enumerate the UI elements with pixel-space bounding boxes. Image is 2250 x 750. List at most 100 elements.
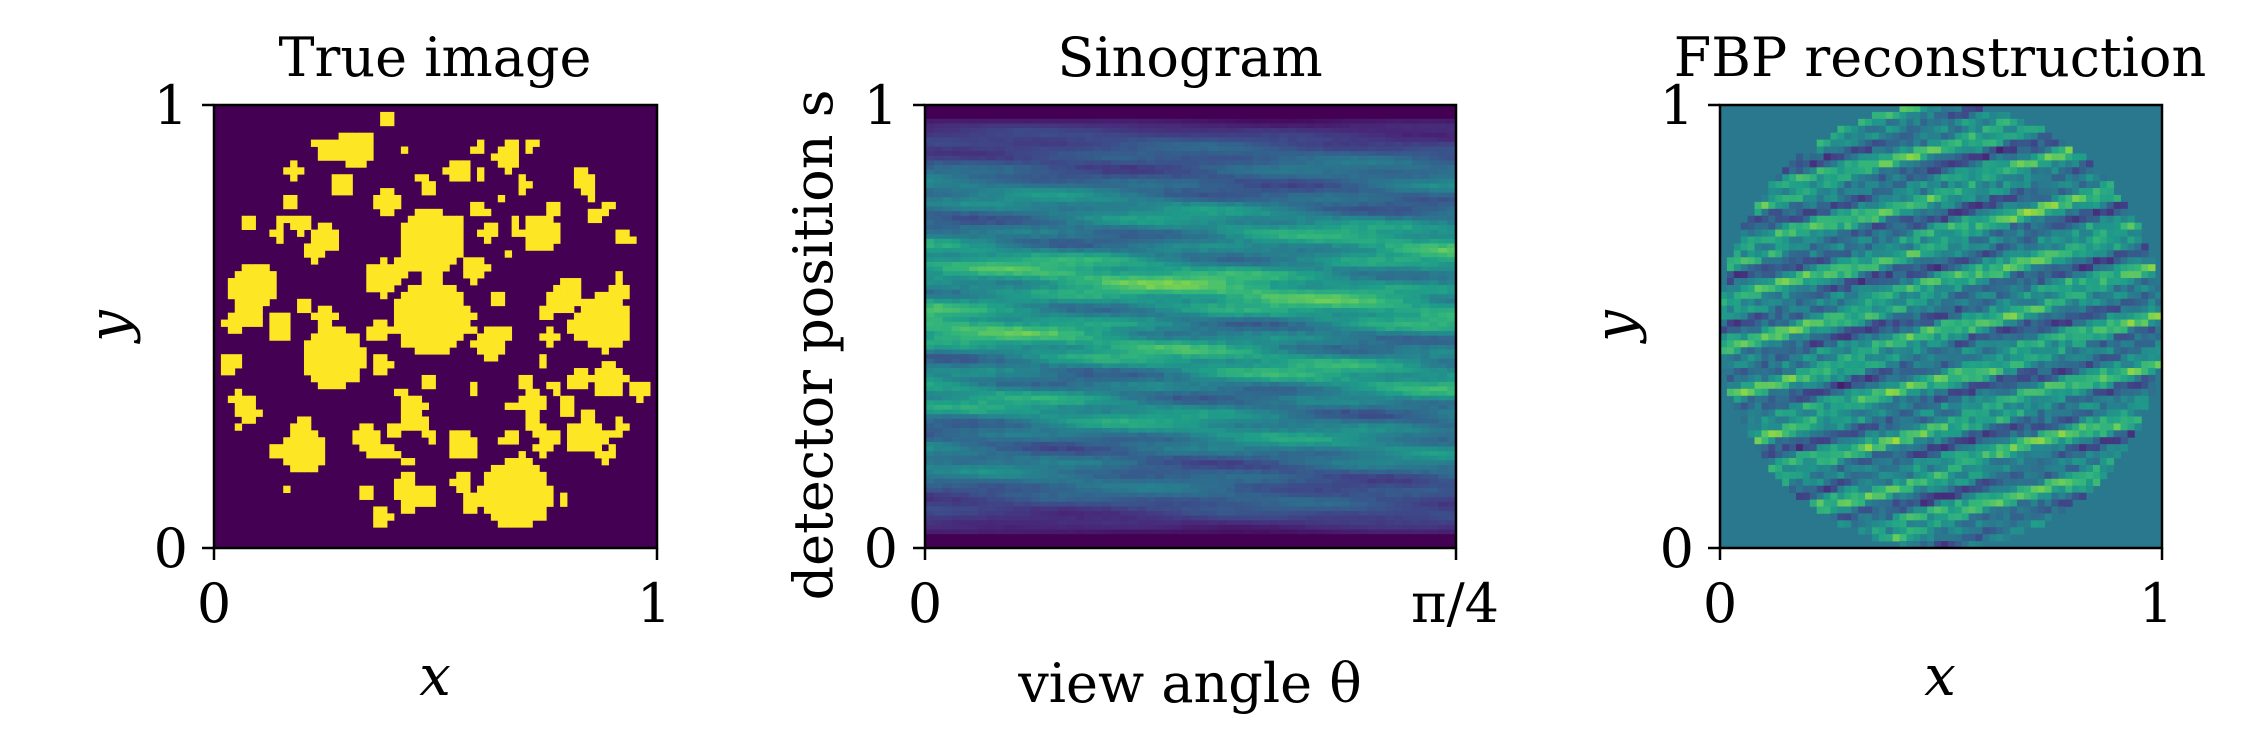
- pixel: [1057, 340, 1067, 346]
- pixel: [456, 319, 464, 327]
- pixel: [1163, 381, 1174, 387]
- pixel: [1411, 368, 1421, 374]
- pixel: [942, 308, 952, 314]
- pixel: [1270, 105, 1280, 111]
- pixel: [1217, 312, 1227, 318]
- pixel: [942, 303, 952, 309]
- pixel: [1004, 335, 1014, 341]
- pixel: [1340, 266, 1351, 272]
- pixel: [573, 284, 582, 293]
- pixel: [925, 248, 935, 254]
- pixel: [449, 312, 457, 320]
- pixel: [1031, 317, 1041, 323]
- pixel: [925, 215, 935, 221]
- pixel: [1296, 280, 1306, 286]
- pixel: [1004, 238, 1014, 244]
- pixel: [608, 361, 616, 369]
- pixel: [387, 111, 395, 120]
- pixel: [1394, 220, 1404, 226]
- pixel: [1004, 363, 1014, 369]
- pixel: [1155, 280, 1165, 286]
- pixel: [1376, 128, 1386, 134]
- image-true: [214, 105, 657, 548]
- pixel: [1066, 284, 1076, 290]
- pixel: [1172, 372, 1183, 378]
- pixel: [1305, 192, 1315, 198]
- pixel: [1270, 178, 1280, 184]
- pixel: [1349, 386, 1360, 392]
- pixel: [933, 229, 944, 235]
- pixel: [1137, 317, 1147, 323]
- pixel: [1252, 335, 1262, 341]
- pixel: [297, 430, 305, 438]
- pixel: [1128, 238, 1138, 244]
- pixel: [428, 340, 436, 348]
- pixel: [1270, 368, 1280, 374]
- pixel: [1402, 105, 1413, 111]
- pixel: [1163, 105, 1174, 111]
- pixel: [1137, 308, 1147, 314]
- pixel: [1163, 192, 1174, 198]
- pixel: [1031, 211, 1041, 217]
- pixel: [1270, 354, 1280, 360]
- pixel: [1385, 248, 1395, 254]
- pixel: [1332, 349, 1342, 355]
- pixel: [969, 344, 979, 350]
- pixel: [1234, 248, 1244, 254]
- pixel: [1438, 192, 1448, 198]
- pixel: [414, 312, 423, 320]
- pixel: [1004, 303, 1014, 309]
- pixel: [483, 340, 492, 348]
- pixel: [1040, 118, 1050, 124]
- pixel: [951, 183, 961, 189]
- pixel: [933, 105, 944, 111]
- pixel: [1438, 275, 1448, 281]
- pixel: [1225, 123, 1236, 129]
- pixel: [978, 105, 988, 111]
- pixel: [1128, 178, 1138, 184]
- pixel: [456, 312, 464, 320]
- pixel: [1102, 118, 1112, 124]
- pixel: [1093, 201, 1103, 207]
- pixel: [1137, 109, 1147, 115]
- pixel: [1208, 128, 1218, 134]
- pixel: [1110, 178, 1121, 184]
- pixel: [942, 298, 952, 304]
- pixel: [587, 298, 596, 307]
- pixel: [1429, 178, 1439, 184]
- pixel: [986, 303, 997, 309]
- pixel: [511, 471, 519, 480]
- pixel: [622, 319, 630, 327]
- pixel: [1411, 381, 1421, 387]
- pixel: [1261, 211, 1271, 217]
- pixel: [1075, 381, 1085, 387]
- pixel: [1349, 298, 1360, 304]
- pixel: [1252, 303, 1262, 309]
- pixel: [1163, 197, 1174, 203]
- pixel: [414, 257, 423, 265]
- pixel: [1155, 271, 1165, 277]
- pixel: [978, 220, 988, 226]
- pixel: [969, 224, 979, 230]
- pixel: [580, 437, 589, 445]
- pixel: [525, 222, 533, 230]
- pixel: [1296, 160, 1306, 166]
- pixel: [1022, 284, 1032, 290]
- pixel: [1013, 206, 1023, 212]
- pixel: [1402, 261, 1413, 267]
- pixel: [1217, 363, 1227, 369]
- pixel: [1225, 132, 1236, 138]
- pixel: [1270, 188, 1280, 194]
- pixel: [1376, 308, 1386, 314]
- pixel: [1411, 271, 1421, 277]
- pixel: [539, 437, 547, 445]
- pixel: [1367, 335, 1377, 341]
- pixel: [1208, 234, 1218, 240]
- pixel: [1119, 164, 1129, 170]
- pixel: [1349, 266, 1360, 272]
- pixel: [1066, 197, 1076, 203]
- pixel: [978, 344, 988, 350]
- pixel: [359, 146, 367, 154]
- pixel: [933, 331, 944, 337]
- pixel: [1420, 317, 1430, 323]
